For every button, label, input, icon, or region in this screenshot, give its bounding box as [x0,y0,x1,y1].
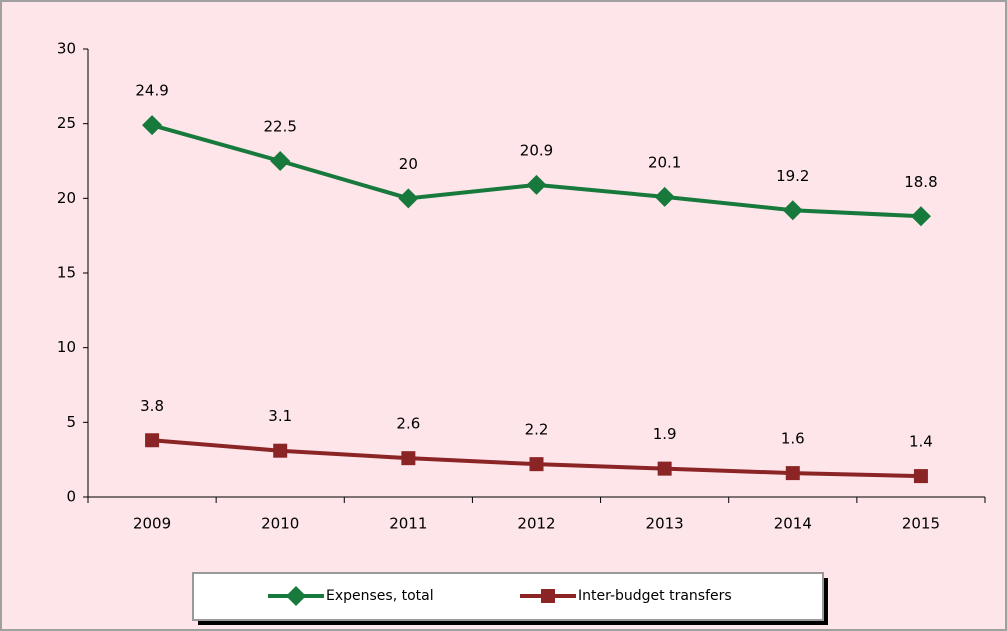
x-tick-label: 2009 [133,515,171,533]
point-marker [529,457,544,472]
y-tick-label: 25 [57,114,76,132]
data-label: 22.5 [264,118,297,136]
legend-label: Expenses, total [326,588,434,604]
x-tick-label: 2014 [774,515,812,533]
data-label: 1.6 [781,430,805,448]
data-label: 19.2 [776,167,809,185]
y-tick-label: 30 [57,40,76,58]
x-tick-label: 2012 [517,515,555,533]
data-label: 3.8 [140,397,164,415]
x-tick-label: 2015 [902,515,940,533]
point-marker [145,433,160,448]
data-label: 1.4 [909,433,933,451]
data-label: 1.9 [653,425,677,443]
data-label: 20 [399,155,418,173]
y-tick-label: 0 [66,488,76,506]
point-marker [782,200,803,221]
point-marker [910,206,931,227]
legend-marker [541,589,555,603]
point-marker [657,461,672,476]
data-label: 2.6 [396,415,420,433]
data-label: 20.1 [648,153,681,171]
y-tick-label: 10 [57,338,76,356]
y-tick-label: 15 [57,264,76,282]
data-label: 2.2 [525,421,549,439]
point-marker [401,451,416,466]
point-marker [398,188,419,209]
legend: Expenses, total Inter-budget transfers [192,572,828,625]
y-tick-label: 5 [66,413,76,431]
point-marker [913,469,928,484]
y-tick-label: 20 [57,189,76,207]
x-tick-label: 2010 [261,515,299,533]
legend-marker [286,586,306,606]
data-label: 24.9 [135,82,168,100]
data-label: 3.1 [268,407,292,425]
point-marker [526,174,547,195]
point-marker [270,151,291,171]
legend-label: Inter-budget transfers [578,588,732,604]
point-marker [785,466,800,481]
x-tick-label: 2013 [646,515,684,533]
point-marker [142,115,163,136]
point-marker [273,443,288,458]
data-label: 20.9 [520,141,553,159]
x-tick-label: 2011 [389,515,427,533]
point-marker [654,186,675,207]
data-label: 18.8 [904,173,937,191]
